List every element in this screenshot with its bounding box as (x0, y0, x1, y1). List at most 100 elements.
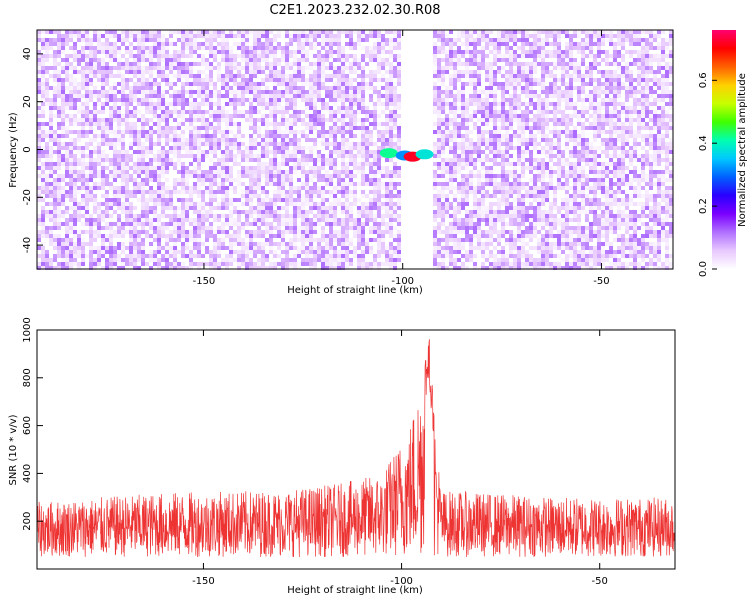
heatmap-cell (537, 126, 541, 130)
heatmap-cell (557, 154, 561, 158)
heatmap-cell (285, 126, 289, 130)
heatmap-cell (317, 134, 321, 138)
heatmap-cell (245, 54, 249, 58)
heatmap-cell (69, 46, 73, 50)
heatmap-cell (101, 130, 105, 134)
heatmap-cell (317, 90, 321, 94)
heatmap-cell (241, 98, 245, 102)
heatmap-cell (377, 190, 381, 194)
heatmap-cell (93, 118, 97, 122)
heatmap-cell (309, 130, 313, 134)
heatmap-cell (165, 186, 169, 190)
heatmap-cell (297, 90, 301, 94)
heatmap-cell (549, 170, 553, 174)
heatmap-cell (385, 166, 389, 170)
heatmap-cell (601, 126, 605, 130)
heatmap-cell (533, 174, 537, 178)
heatmap-cell (205, 86, 209, 90)
heatmap-cell (221, 74, 225, 78)
heatmap-cell (633, 90, 637, 94)
heatmap-cell (309, 42, 313, 46)
heatmap-cell (233, 190, 237, 194)
heatmap-cell (505, 182, 509, 186)
heatmap-cell (305, 122, 309, 126)
heatmap-cell (181, 130, 185, 134)
heatmap-cell (177, 62, 181, 66)
heatmap-cell (485, 178, 489, 182)
heatmap-cell (657, 30, 661, 34)
heatmap-cell (265, 54, 269, 58)
heatmap-cell (45, 78, 49, 82)
heatmap-cell (245, 50, 249, 54)
heatmap-cell (213, 146, 217, 150)
heatmap-cell (633, 150, 637, 154)
heatmap-cell (293, 162, 297, 166)
heatmap-cell (497, 50, 501, 54)
heatmap-cell (377, 134, 381, 138)
heatmap-cell (205, 122, 209, 126)
heatmap-cell (97, 94, 101, 98)
heatmap-cell (169, 126, 173, 130)
heatmap-cell (305, 78, 309, 82)
heatmap-cell (217, 126, 221, 130)
heatmap-cell (573, 130, 577, 134)
heatmap-cell (629, 150, 633, 154)
heatmap-cell (297, 130, 301, 134)
heatmap-cell (81, 130, 85, 134)
heatmap-cell (321, 178, 325, 182)
heatmap-cell (569, 170, 573, 174)
heatmap-cell (585, 70, 589, 74)
heatmap-cell (313, 78, 317, 82)
heatmap-cell (93, 162, 97, 166)
heatmap-cell (397, 70, 401, 74)
heatmap-cell (597, 94, 601, 98)
heatmap-cell (249, 182, 253, 186)
heatmap-cell (621, 162, 625, 166)
heatmap-cell (349, 110, 353, 114)
heatmap-cell (649, 158, 653, 162)
heatmap-cell (165, 50, 169, 54)
heatmap-cell (213, 142, 217, 146)
heatmap-cell (217, 70, 221, 74)
heatmap-cell (489, 130, 493, 134)
heatmap-cell (445, 114, 449, 118)
heatmap-cell (665, 146, 669, 150)
heatmap-cell (637, 98, 641, 102)
heatmap-cell (221, 38, 225, 42)
heatmap-cell (57, 94, 61, 98)
heatmap-cell (493, 114, 497, 118)
heatmap-cell (317, 62, 321, 66)
heatmap-cell (633, 142, 637, 146)
heatmap-cell (377, 122, 381, 126)
heatmap-cell (373, 50, 377, 54)
heatmap-cell (193, 62, 197, 66)
heatmap-cell (573, 42, 577, 46)
heatmap-cell (589, 186, 593, 190)
heatmap-cell (625, 138, 629, 142)
heatmap-cell (189, 162, 193, 166)
heatmap-cell (521, 50, 525, 54)
heatmap-cell (73, 194, 77, 198)
heatmap-cell (509, 194, 513, 198)
heatmap-cell (501, 134, 505, 138)
heatmap-cell (77, 58, 81, 62)
heatmap-cell (301, 74, 305, 78)
heatmap-cell (513, 166, 517, 170)
heatmap-cell (337, 54, 341, 58)
heatmap-cell (605, 186, 609, 190)
heatmap-cell (97, 154, 101, 158)
heatmap-cell (589, 102, 593, 106)
heatmap-cell (149, 190, 153, 194)
heatmap-cell (577, 194, 581, 198)
heatmap-cell (665, 134, 669, 138)
heatmap-cell (37, 138, 41, 142)
heatmap-cell (257, 118, 261, 122)
heatmap-cell (345, 66, 349, 70)
heatmap-cell (265, 66, 269, 70)
heatmap-cell (185, 126, 189, 130)
heatmap-cell (261, 170, 265, 174)
heatmap-cell (545, 102, 549, 106)
heatmap-cell (657, 46, 661, 50)
heatmap-cell (157, 154, 161, 158)
heatmap-cell (477, 54, 481, 58)
